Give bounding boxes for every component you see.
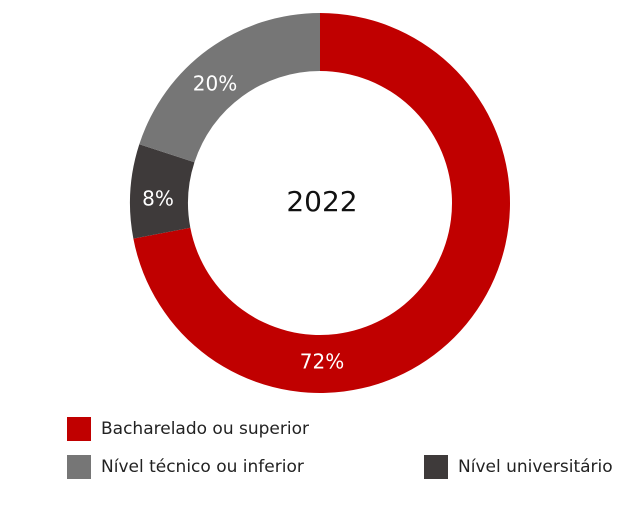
legend-swatch: [67, 455, 91, 479]
legend-label: Nível universitário: [458, 457, 613, 477]
legend-label: Nível técnico ou inferior: [101, 457, 304, 477]
legend-swatch: [67, 417, 91, 441]
chart-title: 2022: [286, 185, 357, 218]
value-label: 72%: [300, 350, 344, 374]
legend-swatch: [424, 455, 448, 479]
value-label: 20%: [193, 72, 237, 96]
donut-segment: [129, 144, 195, 239]
value-label: 8%: [142, 187, 174, 211]
donut-segment: [139, 13, 320, 163]
legend-label: Bacharelado ou superior: [101, 419, 309, 439]
donut-segment: [133, 13, 510, 393]
